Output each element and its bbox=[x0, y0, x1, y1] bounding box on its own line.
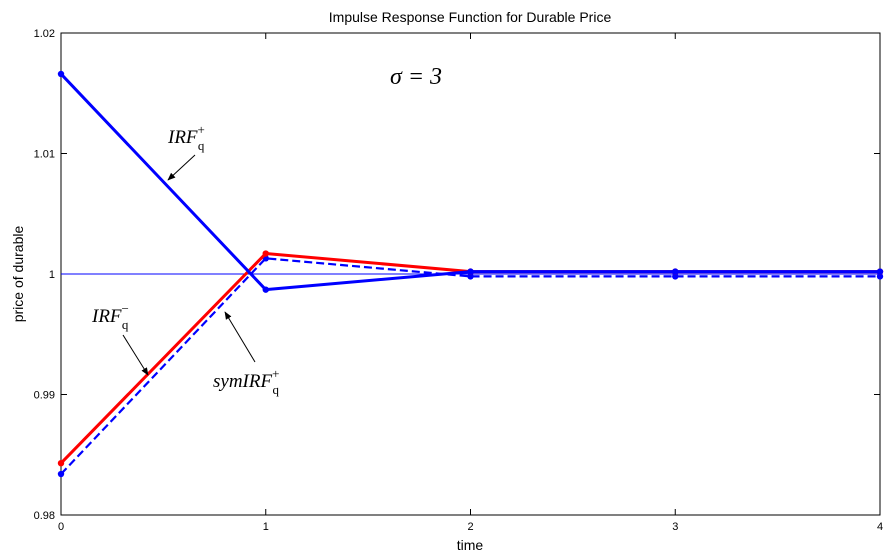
sym-irf-plus-annotation: symIRF+ q bbox=[213, 366, 279, 397]
irf-plus-annotation: IRF+ q bbox=[167, 122, 205, 153]
data-point-sym-irf-plus bbox=[467, 273, 474, 280]
irf-plus-arrow bbox=[167, 154, 196, 181]
data-point-irf-plus bbox=[876, 268, 884, 275]
irf-minus-sup: − bbox=[122, 301, 129, 316]
sigma-annotation: σ = 3 bbox=[390, 64, 442, 90]
irf-plus-sub: q bbox=[198, 138, 205, 153]
sym-irf-plus-sub: q bbox=[272, 382, 279, 397]
x-tick-label: 0 bbox=[58, 521, 64, 533]
axis-ticks: 0 1 2 3 4 0.98 0.99 1 1.01 1.02 bbox=[34, 28, 883, 533]
sym-irf-plus-label: symIRF bbox=[213, 371, 272, 392]
irf-plus-sup: + bbox=[198, 122, 205, 137]
y-tick-label: 0.99 bbox=[34, 390, 55, 402]
irf-minus-arrow bbox=[122, 334, 149, 376]
y-axis-label: price of durable bbox=[10, 226, 26, 323]
irf-minus-sub: q bbox=[122, 317, 129, 332]
x-tick-label: 3 bbox=[672, 521, 678, 533]
y-tick-label: 0.98 bbox=[34, 510, 55, 522]
series-line-sym-irf-plus bbox=[60, 257, 880, 475]
data-point-sym-irf-plus bbox=[672, 273, 679, 280]
y-tick-label: 1.01 bbox=[34, 149, 55, 161]
sym-irf-plus-arrow bbox=[224, 311, 256, 363]
x-tick-label: 2 bbox=[467, 521, 473, 533]
y-tick-label: 1.02 bbox=[34, 28, 55, 40]
x-tick-label: 1 bbox=[263, 521, 269, 533]
series-irf-plus bbox=[57, 70, 884, 293]
data-point-sym-irf-plus bbox=[876, 273, 884, 280]
chart-title: Impulse Response Function for Durable Pr… bbox=[329, 9, 612, 25]
data-point-irf-plus bbox=[467, 268, 474, 275]
data-point-irf-minus bbox=[262, 250, 269, 257]
data-point-irf-plus bbox=[57, 70, 65, 78]
irf-plus-label: IRF bbox=[167, 127, 198, 148]
data-point-irf-plus bbox=[262, 286, 269, 293]
irf-minus-label: IRF bbox=[91, 306, 122, 327]
series-group bbox=[57, 70, 884, 478]
sigma-annotation-text: σ = 3 bbox=[390, 64, 442, 90]
data-point-irf-plus bbox=[672, 268, 679, 275]
data-point-sym-irf-plus bbox=[57, 470, 65, 478]
irf-minus-annotation: IRF− q bbox=[91, 301, 129, 332]
x-tick-label: 4 bbox=[877, 521, 883, 533]
data-point-irf-minus bbox=[57, 459, 65, 467]
series-sym-irf-plus bbox=[57, 255, 884, 478]
x-axis-label: time bbox=[457, 537, 484, 553]
y-tick-label: 1 bbox=[49, 269, 55, 281]
sym-irf-plus-sup: + bbox=[272, 366, 279, 381]
